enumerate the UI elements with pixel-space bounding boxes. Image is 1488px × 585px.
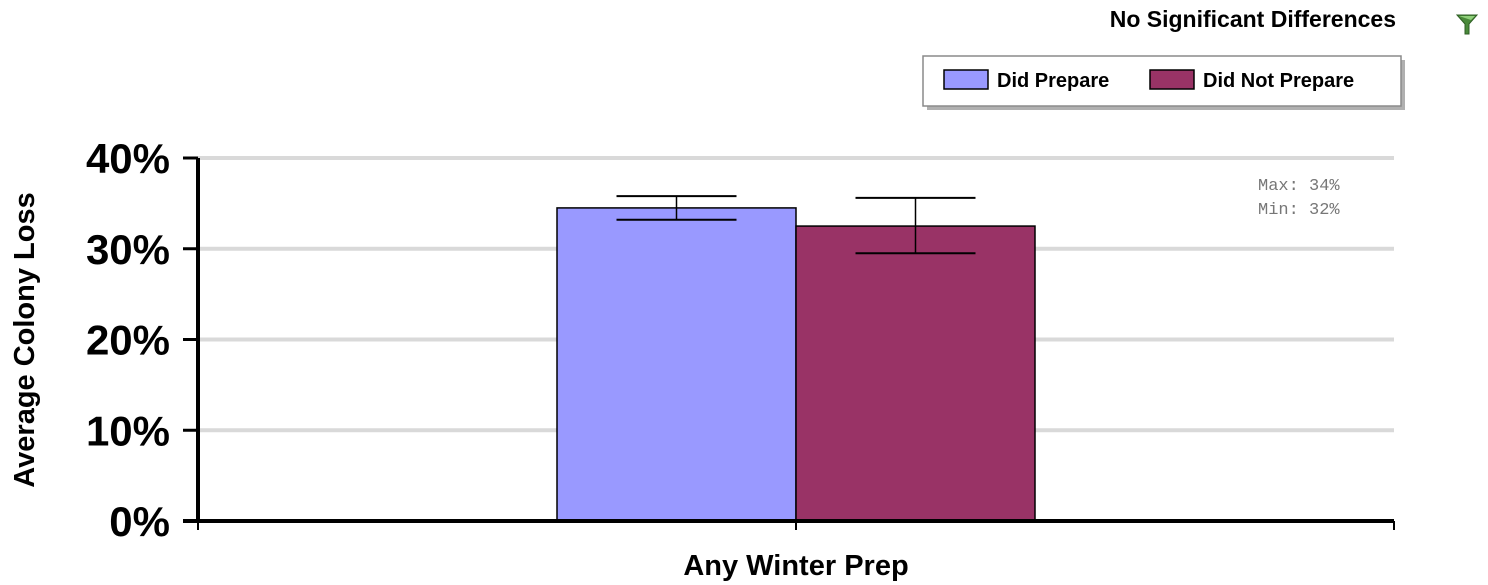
y-tick-label: 0%: [109, 498, 170, 545]
y-axis-title: Average Colony Loss: [9, 192, 41, 487]
x-axis-category-label: Any Winter Prep: [683, 550, 908, 582]
filter-funnel-icon[interactable]: [1455, 14, 1479, 35]
legend-label-did-prepare: Did Prepare: [997, 70, 1109, 92]
y-tick-label: 10%: [86, 407, 170, 454]
min-stat: Min: 32%: [1258, 201, 1340, 220]
bar-did-not-prepare[interactable]: [795, 225, 1036, 522]
status-text: No Significant Differences: [1110, 6, 1396, 32]
y-tick-label: 30%: [86, 226, 170, 273]
bars: [556, 195, 1036, 522]
y-tick-label: 20%: [86, 317, 170, 364]
legend: Did Prepare Did Not Prepare: [922, 55, 1405, 110]
legend-swatch-did-prepare: [943, 69, 989, 90]
legend-label-did-not-prepare: Did Not Prepare: [1203, 70, 1354, 92]
max-stat: Max: 34%: [1258, 177, 1340, 196]
bar-did-prepare[interactable]: [556, 207, 797, 522]
y-tick-label: 40%: [86, 135, 170, 182]
legend-swatch-did-not-prepare: [1149, 69, 1195, 90]
y-axis-ticks: 0% 10% 20% 30% 40%: [86, 135, 198, 545]
